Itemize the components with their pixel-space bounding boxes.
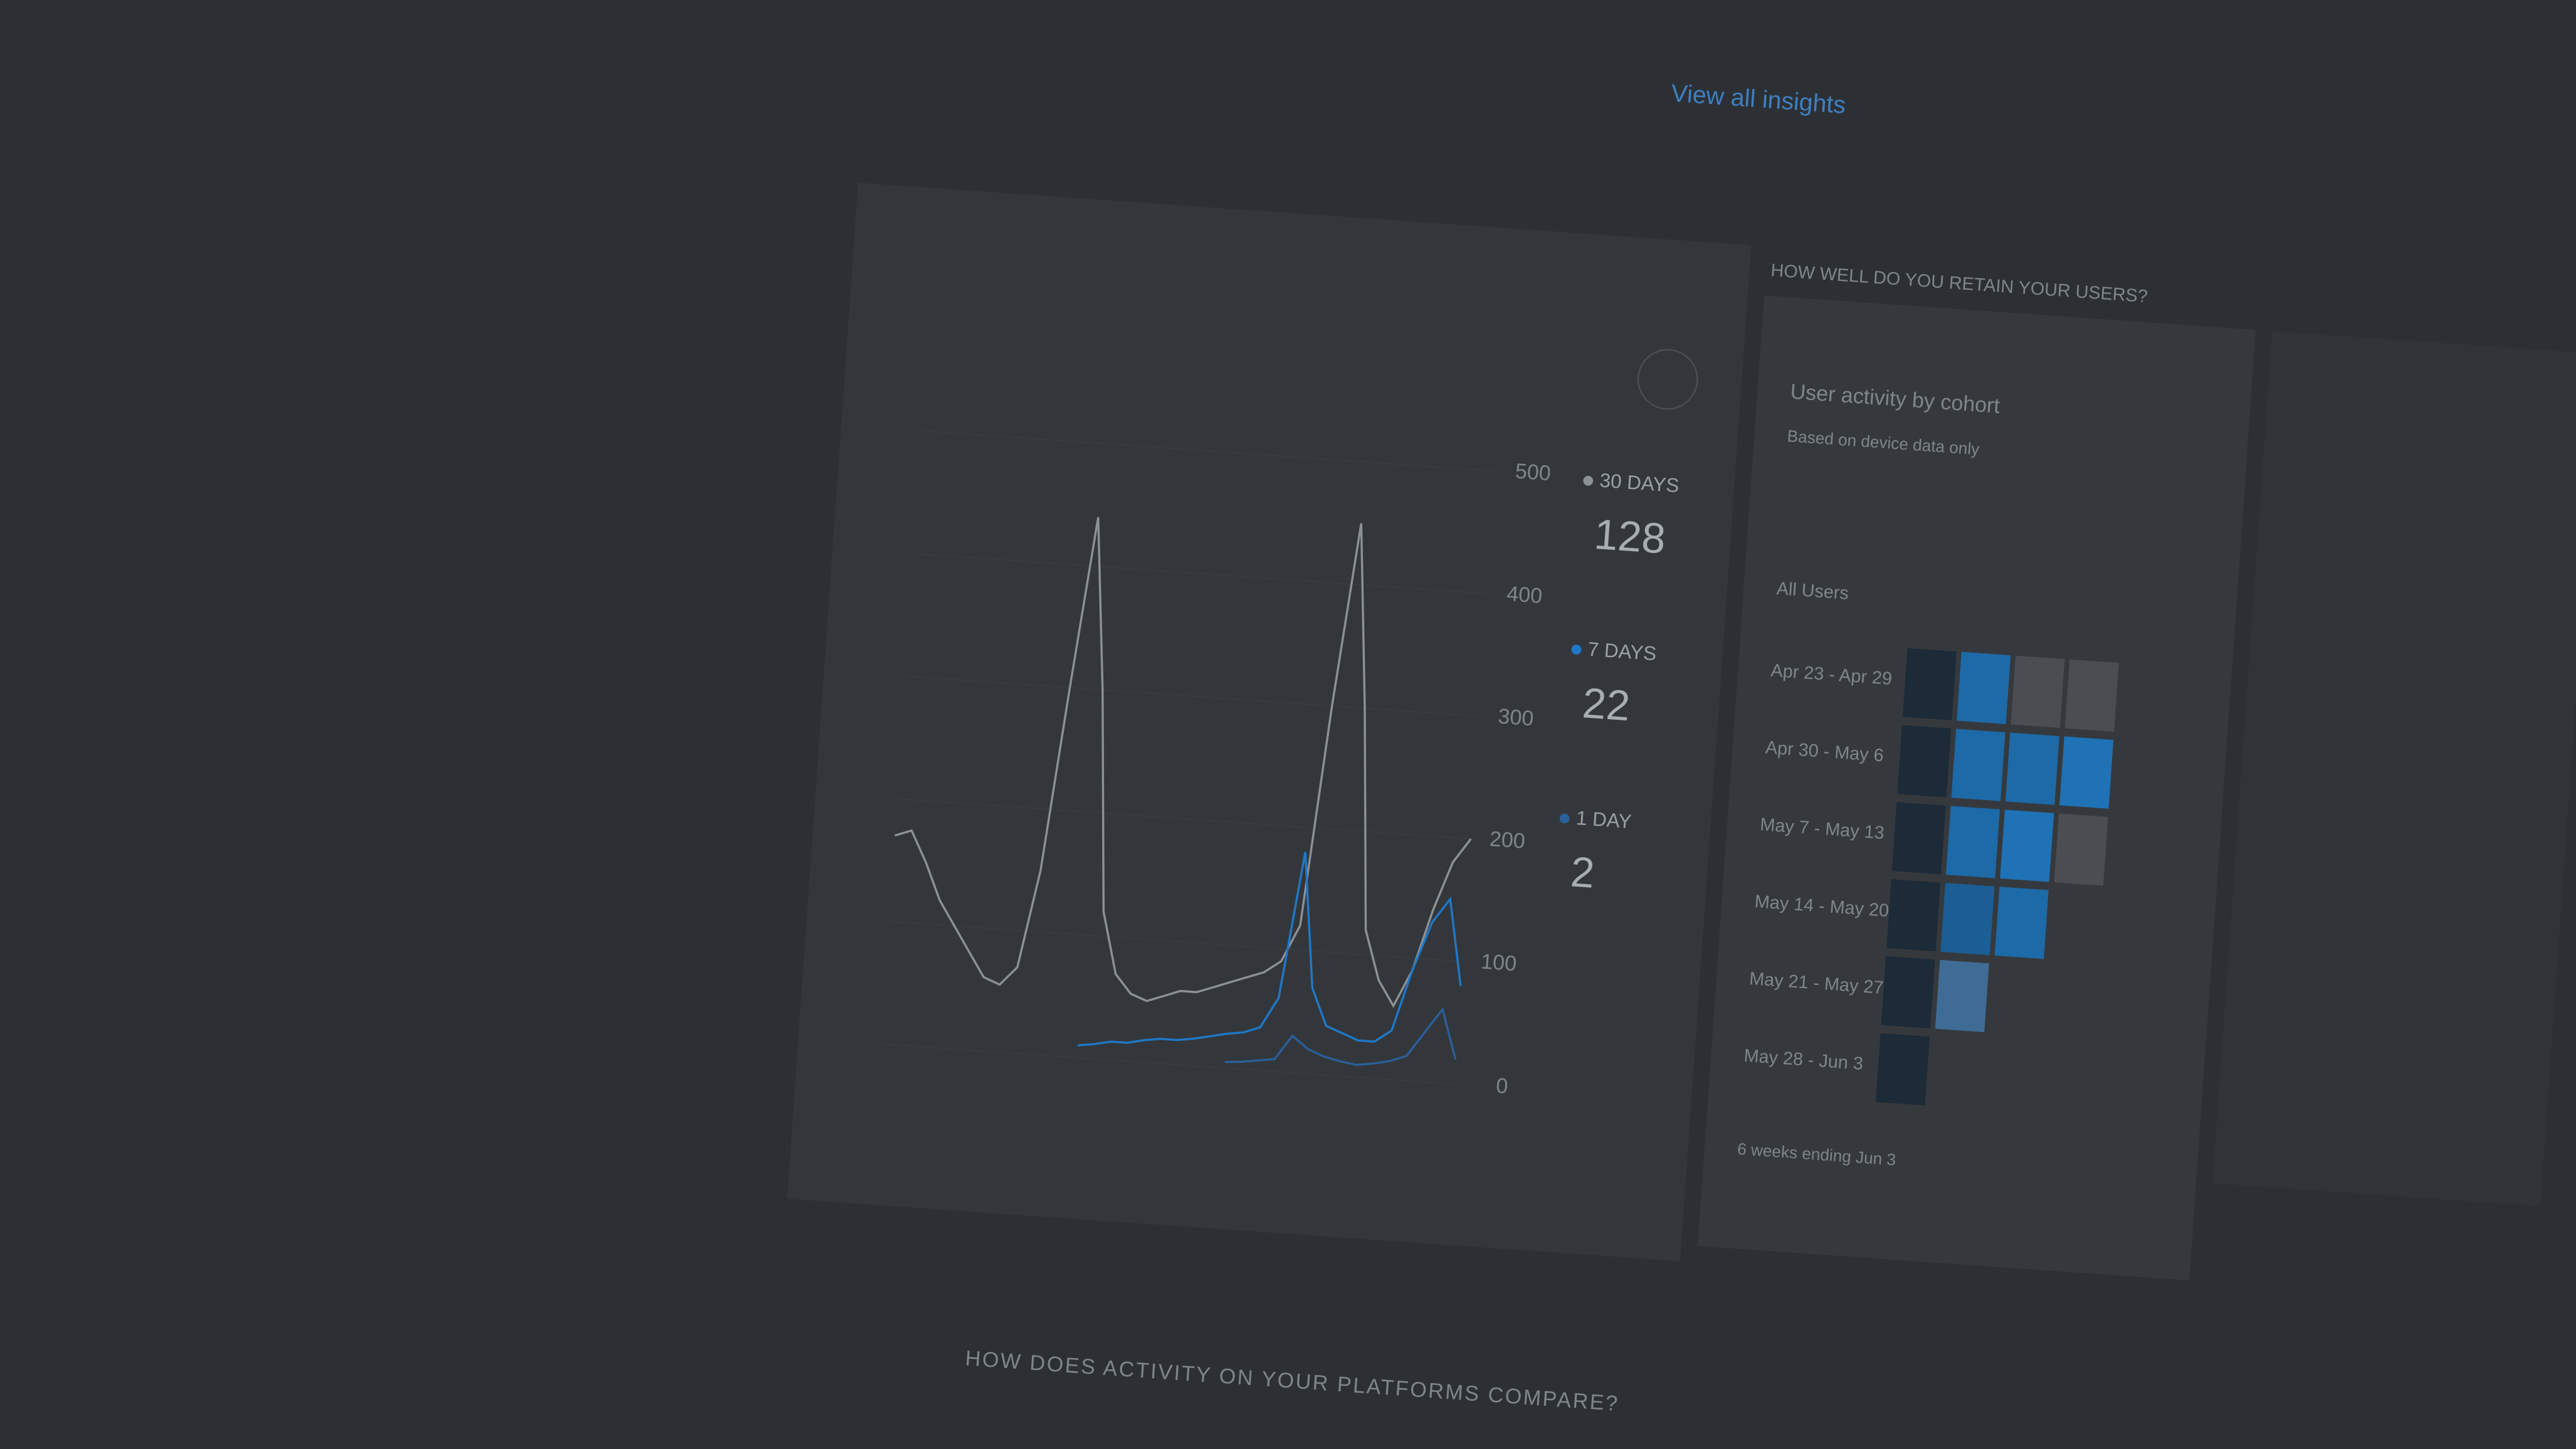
- grid-line: [897, 798, 1471, 840]
- chart-card: [787, 182, 1752, 1262]
- line-chart: 0 100 200 300 400 500 30 DAYS 128 7 DAYS 22 1 DAY 2: [880, 430, 1680, 1099]
- dashboard: View all insights HOW WELL DO YOU RETAIN…: [787, 79, 2576, 1416]
- legend-label: 1 DAY: [1575, 807, 1632, 833]
- grid-line: [923, 430, 1497, 472]
- legend-dot: [1559, 813, 1570, 824]
- y-tick-label: 200: [1489, 827, 1526, 853]
- all-users-label: All Users: [1776, 579, 1849, 604]
- cohort-grid: [1875, 648, 2119, 1106]
- cohort-cell: [2000, 809, 2054, 882]
- legend-label: 7 DAYS: [1587, 638, 1658, 665]
- side-card: [2212, 330, 2576, 1206]
- legend-dot: [1571, 645, 1582, 655]
- cohort-cell: [2059, 736, 2114, 809]
- cohort-cell: [1881, 956, 1935, 1029]
- grid-line: [880, 1043, 1454, 1085]
- grid-line: [906, 675, 1480, 717]
- cohort-cell: [2011, 655, 2065, 728]
- cohort-cell: [1940, 883, 1995, 956]
- legend-dot: [1583, 475, 1594, 486]
- legend-value: 22: [1581, 679, 1632, 730]
- cohort-cell: [1897, 725, 1952, 798]
- cohort-cell: [1891, 802, 1946, 875]
- y-tick-label: 500: [1515, 459, 1552, 485]
- cohort-cell: [2054, 813, 2108, 886]
- cohort-cell: [2005, 732, 2059, 805]
- series-line: [1077, 851, 1462, 1046]
- series-line: [1224, 1006, 1457, 1067]
- y-tick-label: 100: [1480, 950, 1517, 976]
- legend-value: 128: [1592, 510, 1667, 563]
- cohort-cell: [1945, 806, 2000, 878]
- cohort-cell: [1902, 648, 1957, 720]
- cohort-cell: [1994, 887, 2049, 959]
- series-line: [894, 517, 1472, 1008]
- cohort-cell: [1875, 1033, 1930, 1106]
- y-tick-label: 300: [1497, 705, 1534, 731]
- chart-options-button[interactable]: [1636, 348, 1700, 411]
- cohort-cell: [1886, 879, 1941, 952]
- y-tick-label: 0: [1495, 1074, 1509, 1099]
- cohort-cell: [1951, 729, 2006, 801]
- legend-label: 30 DAYS: [1599, 469, 1680, 497]
- cohort-cell: [2064, 659, 2119, 732]
- legend-value: 2: [1569, 848, 1596, 897]
- grid-line: [888, 920, 1463, 962]
- y-tick-label: 400: [1506, 582, 1543, 608]
- cohort-cell: [1957, 651, 2011, 724]
- cohort-cell: [1935, 960, 1989, 1033]
- grid-line: [914, 553, 1488, 594]
